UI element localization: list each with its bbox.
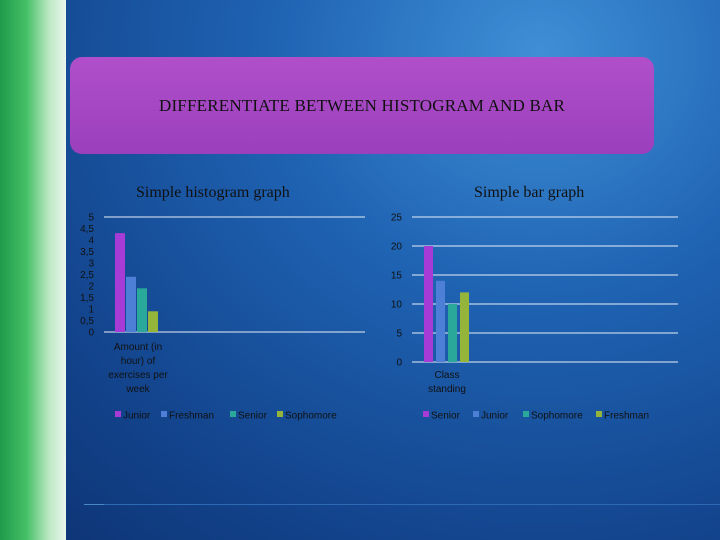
bar-legend-label-freshman: Freshman	[604, 411, 649, 422]
left-green-stripe	[0, 0, 66, 540]
bar-ytick-label: 10	[391, 300, 403, 311]
histogram-ytick-label: 5	[88, 213, 94, 224]
bar-ytick-label: 0	[396, 358, 402, 369]
bar-legend-swatch-senior	[423, 411, 429, 417]
histogram-x-axis-label-line: week	[125, 384, 150, 395]
decorative-line	[84, 504, 104, 505]
bar-legend-swatch-sophomore	[523, 411, 529, 417]
histogram-ytick-label: 2,5	[80, 270, 94, 281]
histogram-bar-junior	[115, 233, 125, 332]
bar-bar-junior	[436, 280, 445, 362]
bar-x-axis-label: Class standing	[428, 370, 466, 395]
histogram-legend-label-freshman: Freshman	[169, 411, 214, 422]
histogram-ytick-label: 0	[88, 328, 94, 339]
bar-legend-swatch-freshman	[596, 411, 602, 417]
bar-graph-title: Simple bar graph	[474, 184, 585, 201]
histogram-bar-freshman	[126, 276, 136, 332]
histogram-legend-swatch-sophomore	[277, 411, 283, 417]
histogram-x-axis-label-line: Amount (in	[114, 342, 162, 353]
histogram-legend-label-sophomore: Sophomore	[285, 411, 337, 422]
bar-x-axis-label-line: Class	[434, 370, 459, 381]
bar-legend-label-junior: Junior	[481, 411, 509, 422]
bar-legend-label-sophomore: Sophomore	[531, 411, 583, 422]
histogram-ytick-label: 4,5	[80, 224, 94, 235]
histogram-ytick-label: 1	[88, 305, 94, 316]
histogram-title: Simple histogram graph	[136, 184, 290, 201]
slide-title: DIFFERENTIATE BETWEEN HISTOGRAM AND BAR	[158, 95, 566, 115]
bar-ytick-label: 25	[391, 213, 403, 224]
histogram-ytick-label: 1,5	[80, 293, 94, 304]
histogram-x-axis-label-line: hour) of	[121, 356, 156, 367]
bar-ytick-label: 20	[391, 242, 403, 253]
histogram-ytick-label: 4	[88, 236, 94, 247]
bar-legend-label-senior: Senior	[431, 411, 461, 422]
histogram-x-axis-label-line: exercises per	[108, 370, 168, 381]
histogram-bar-senior	[137, 288, 147, 332]
histogram-ytick-label: 3,5	[80, 247, 94, 258]
histogram-ytick-label: 0,5	[80, 316, 94, 327]
histogram-x-axis-label: Amount (in hour) of exercises per week	[108, 342, 168, 395]
histogram-ytick-label: 3	[88, 259, 94, 270]
histogram-ytick-label: 2	[88, 282, 94, 293]
slide-title-banner: DIFFERENTIATE BETWEEN HISTOGRAM AND BAR	[70, 57, 654, 154]
histogram-legend-swatch-senior	[230, 411, 236, 417]
histogram-legend-swatch-junior	[115, 411, 121, 417]
bar-ytick-label: 5	[396, 329, 402, 340]
bar-x-axis-label-line: standing	[428, 384, 466, 395]
bar-bar-senior	[424, 246, 433, 362]
histogram-bar-sophomore	[148, 311, 158, 332]
bar-ytick-label: 15	[391, 271, 403, 282]
bar-bar-sophomore	[448, 304, 457, 362]
histogram-legend-swatch-freshman	[161, 411, 167, 417]
bar-legend-swatch-junior	[473, 411, 479, 417]
bar-bar-freshman	[460, 292, 469, 362]
histogram-legend-label-junior: Junior	[123, 411, 151, 422]
decorative-line-long	[104, 504, 720, 505]
histogram-legend-label-senior: Senior	[238, 411, 268, 422]
